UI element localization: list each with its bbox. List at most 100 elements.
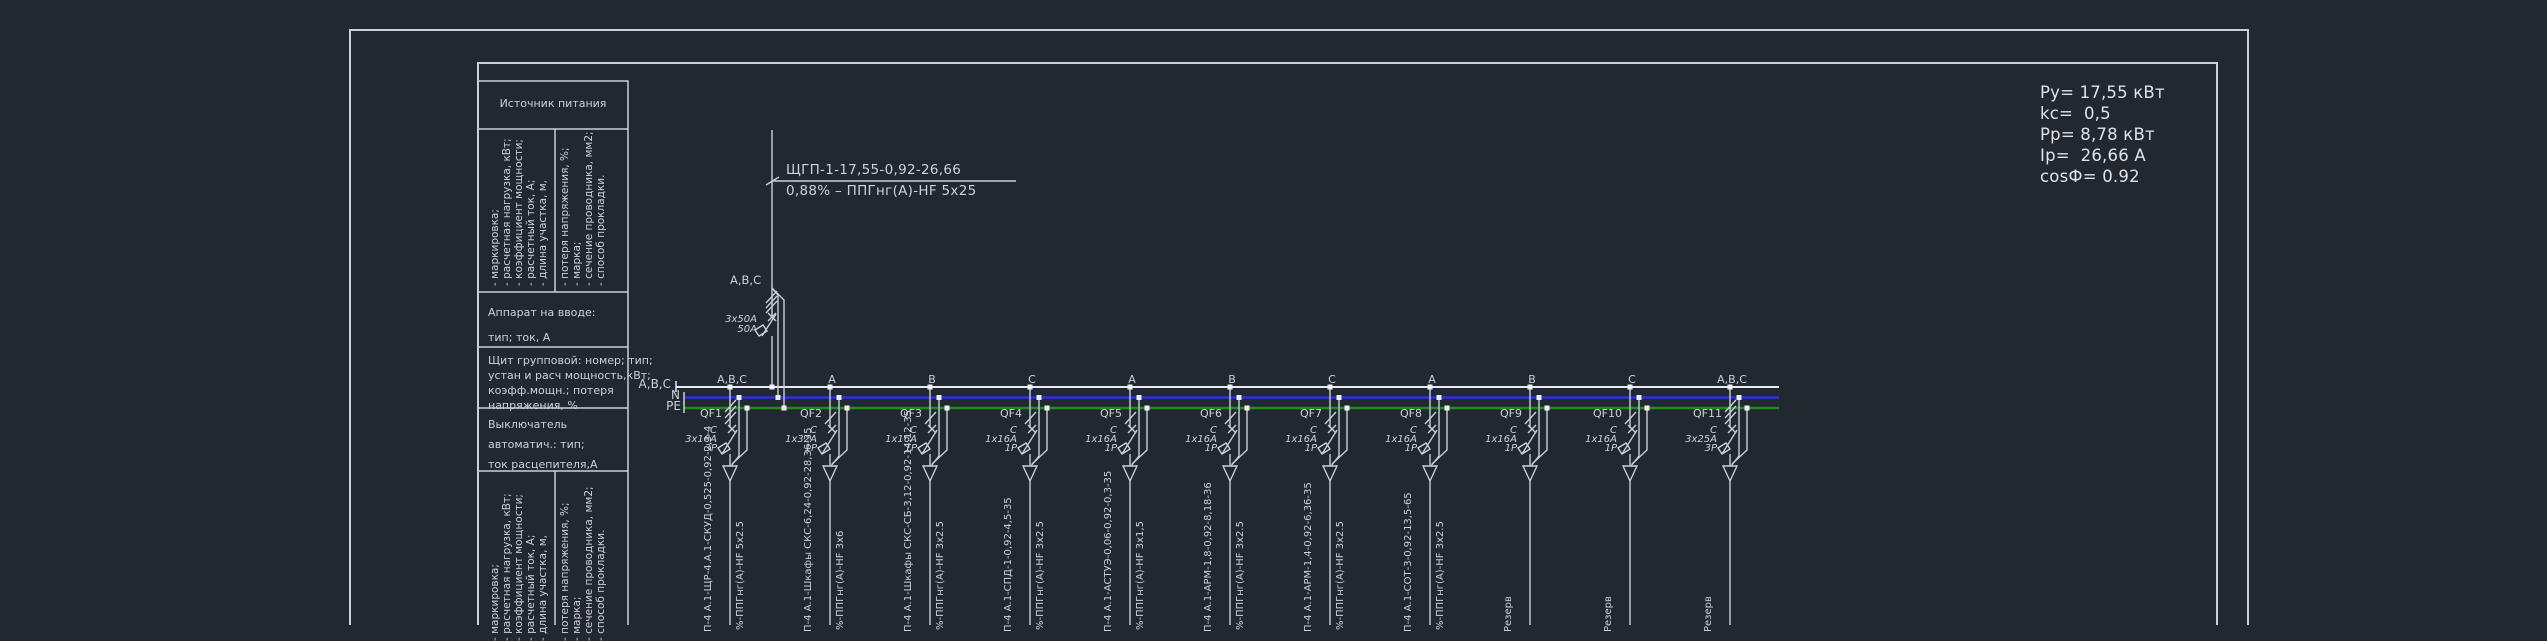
table-row-input-device: Аппарат на вводе: тип; ток, А	[488, 306, 596, 344]
load-arrow-icon	[1521, 465, 1539, 483]
group-rating-label-QF2: 1х32А	[785, 434, 817, 445]
connection-grips	[827, 384, 850, 411]
group-cable-label-QF2: %-ППГнг(А)-HF 3х6	[835, 530, 846, 630]
breaker-icon	[717, 399, 738, 455]
info-table-grid	[478, 80, 629, 625]
group-rating-label-QF10: 1х16А	[1585, 434, 1617, 445]
group-phase-label-QF1: A,B,C	[717, 373, 747, 386]
schematic-drawing	[349, 29, 2249, 625]
load-arrow-icon	[1221, 465, 1239, 483]
group-cable-label-QF7: %-ППГнг(А)-HF 3х2.5	[1335, 521, 1346, 630]
group-curve-label-QF7: С	[1310, 425, 1317, 436]
pe-drop	[1731, 408, 1748, 465]
load-arrow-icon	[1721, 465, 1739, 483]
connection-grips	[1727, 384, 1750, 411]
group-name-label-QF3: QF3	[900, 407, 922, 420]
group-rating-label-QF1: 3х16А	[685, 434, 717, 445]
group-circuit-label-QF10: Резерв	[1603, 596, 1614, 632]
group-QF5	[1117, 384, 1150, 625]
group-circuit-label-QF3: П-4 А.1-Шкафы СКС-СБ-3,12-0,92-14,12-35	[903, 410, 914, 632]
busbar-label-pe: PE	[666, 399, 681, 413]
group-circuit-label-QF8: П-4 А.1-СОТ-3-0,92-13,5-65	[1403, 492, 1414, 632]
group-poles-label-QF3: 1Р	[904, 443, 917, 454]
group-rating-label-QF3: 1х16А	[885, 434, 917, 445]
breaker-icon	[1017, 411, 1038, 455]
group-phase-label-QF2: A	[828, 373, 836, 386]
connection-grips	[1427, 384, 1450, 411]
group-cable-label-QF5: %-ППГнг(А)-HF 3х1,5	[1135, 521, 1146, 630]
group-curve-label-QF3: С	[910, 425, 917, 436]
connection-grips	[1127, 384, 1150, 411]
breaker-icon	[917, 411, 938, 455]
group-rating-label-QF9: 1х16А	[1485, 434, 1517, 445]
group-QF9	[1517, 384, 1550, 625]
group-cable-label-QF1: %-ППГнг(А)-HF 5х2.5	[735, 521, 746, 630]
table-outline	[478, 80, 629, 625]
group-name-label-QF1: QF1	[700, 407, 722, 420]
group-circuit-label-QF4: П-4 А.1-СПД-1-0,92-4,5-35	[1003, 497, 1014, 632]
group-poles-label-QF6: 1Р	[1204, 443, 1217, 454]
group-QF1	[717, 384, 750, 625]
group-params-column1: - маркировка; - расчетная нагрузка, кВт;…	[489, 493, 549, 641]
group-name-label-QF5: QF5	[1100, 407, 1122, 420]
group-poles-label-QF7: 1Р	[1304, 443, 1317, 454]
group-name-label-QF11: QF11	[1693, 407, 1722, 420]
outgoing-groups-linework	[717, 384, 1750, 625]
load-arrow-icon	[821, 465, 839, 483]
pe-drop	[1531, 408, 1548, 465]
pe-drop	[1231, 408, 1248, 465]
group-circuit-label-QF1: П-4 А.1-ЩР-4.А.1-СКУД-0,525-0,92-2,3-4	[703, 425, 714, 632]
busbar-label-neutral: N	[671, 388, 680, 402]
group-cable-label-QF6: %-ППГнг(А)-HF 3х2.5	[1235, 521, 1246, 630]
group-rating-label-QF6: 1х16А	[1185, 434, 1217, 445]
group-name-label-QF9: QF9	[1500, 407, 1522, 420]
group-phase-label-QF7: C	[1328, 373, 1336, 386]
group-poles-label-QF5: 1Р	[1104, 443, 1117, 454]
group-phase-label-QF10: C	[1628, 373, 1636, 386]
connection-grips	[1027, 384, 1050, 411]
feeder-params-column2: - потеря напряжения, %; - марка; - сечен…	[559, 131, 607, 286]
group-circuit-label-QF7: П-4 А.1-АРМ-1,4-0,92-6,36-35	[1303, 482, 1314, 632]
incoming-grips	[769, 384, 787, 411]
leader-arrow-icon	[765, 176, 780, 186]
pe-drop	[1131, 408, 1148, 465]
load-arrow-icon	[1421, 465, 1439, 483]
incoming-cable-designation: ЩГП-1-17,55-0,92-26,66	[786, 162, 962, 178]
connection-grips	[1327, 384, 1350, 411]
group-phase-label-QF6: B	[1228, 373, 1236, 386]
incoming-neutral-branch	[771, 287, 779, 397]
group-cable-label-QF3: %-ППГнг(А)-HF 3х2.5	[935, 521, 946, 630]
incoming-feeder	[754, 130, 1016, 411]
incoming-cable-type: 0,88% – ППГнг(А)-HF 5х25	[786, 183, 977, 199]
group-phase-label-QF8: A	[1428, 373, 1436, 386]
breaker-icon	[1417, 411, 1438, 455]
incoming-breaker-icon	[754, 290, 778, 337]
incoming-breaker-rating-2: 50А	[737, 324, 757, 335]
group-QF11	[1717, 384, 1750, 625]
group-curve-label-QF11: С	[1710, 425, 1717, 436]
group-poles-label-QF10: 1Р	[1604, 443, 1617, 454]
group-curve-label-QF6: С	[1210, 425, 1217, 436]
breaker-icon	[817, 411, 838, 455]
group-QF6	[1217, 384, 1250, 625]
connection-grips	[727, 384, 750, 411]
table-row-group-panel: Щит групповой: номер; тип; устан и расч …	[488, 354, 653, 412]
table-header-power-source: Источник питания	[499, 97, 607, 110]
group-name-label-QF10: QF10	[1593, 407, 1622, 420]
group-poles-label-QF11: 3Р	[1704, 443, 1717, 454]
pe-drop	[1331, 408, 1348, 465]
group-curve-label-QF1: С	[710, 425, 717, 436]
group-poles-label-QF2: 1Р	[804, 443, 817, 454]
load-arrow-icon	[1621, 465, 1639, 483]
connection-grips	[1527, 384, 1550, 411]
busbar-label-phases: A,B,C	[638, 377, 671, 391]
cad-canvas: { "colors": { "background": "#212830", "…	[349, 29, 2249, 641]
connection-grips	[1627, 384, 1650, 411]
group-name-label-QF4: QF4	[1000, 407, 1022, 420]
group-QF7	[1317, 384, 1350, 625]
load-summary-block: Ру= 17,55 кВт kc= 0,5 Рр= 8,78 кВт Iр= 2…	[2040, 83, 2165, 186]
group-poles-label-QF8: 1Р	[1404, 443, 1417, 454]
group-name-label-QF6: QF6	[1200, 407, 1222, 420]
group-rating-label-QF11: 3х25А	[1685, 434, 1717, 445]
feeder-params-column1: - маркировка; - расчетная нагрузка, кВт;…	[489, 138, 549, 286]
